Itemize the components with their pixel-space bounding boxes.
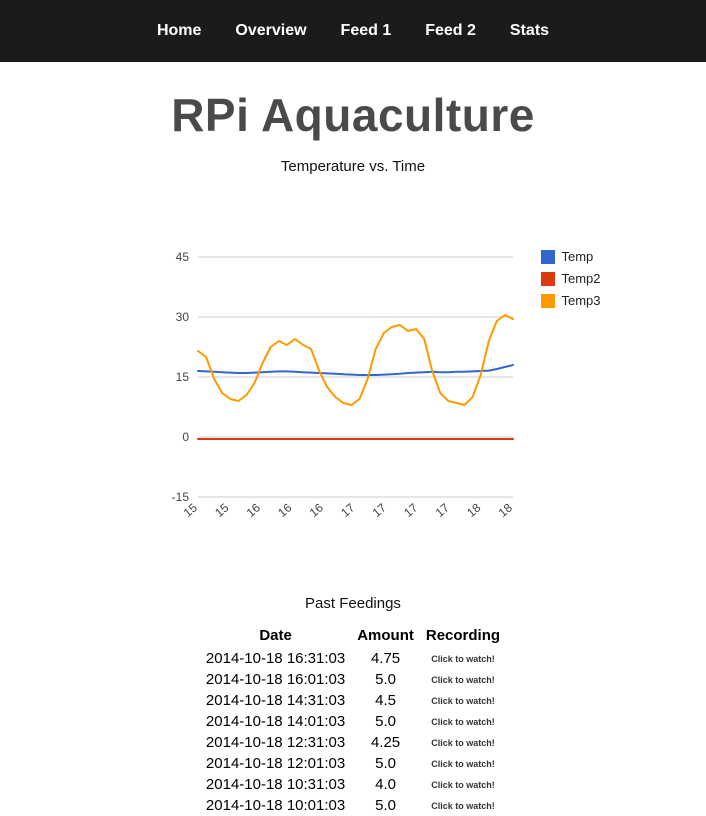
svg-text:18: 18	[465, 500, 484, 520]
feeding-recording-cell: Click to watch!	[420, 711, 506, 732]
nav-item-stats[interactable]: Stats	[509, 22, 550, 39]
svg-text:15: 15	[213, 500, 232, 520]
svg-text:45: 45	[176, 250, 190, 264]
svg-text:16: 16	[244, 500, 263, 520]
feeding-amount: 4.25	[370, 733, 401, 751]
page-title: RPi Aquaculture	[171, 89, 535, 141]
feeding-recording-cell: Click to watch!	[420, 774, 506, 795]
temperature-chart: 45 30 15 0 -15 15 15 16 16 16 17 17 17 17 18 18 Temp Te…	[0, 241, 706, 541]
legend-item-temp2: Temp2	[541, 271, 601, 286]
feeding-date: 2014-10-18 14:31:03	[205, 691, 346, 709]
feeding-recording-cell: Click to watch!	[420, 753, 506, 774]
feeding-amount: 4.5	[375, 691, 396, 709]
table-row: 2014-10-18 10:31:03 4.0 Click to watch!	[200, 774, 506, 795]
feeding-recording-cell: Click to watch!	[420, 648, 506, 669]
chart-legend: Temp Temp2 Temp3	[541, 249, 601, 315]
feedings-table-head: Date Amount Recording	[200, 624, 506, 648]
column-header-recording: Recording	[425, 627, 501, 644]
table-row: 2014-10-18 14:01:03 5.0 Click to watch!	[200, 711, 506, 732]
svg-text:17: 17	[370, 500, 389, 520]
watch-link[interactable]: Click to watch!	[431, 738, 495, 748]
feeding-amount: 5.0	[375, 796, 396, 814]
legend-item-temp: Temp	[541, 249, 600, 264]
feeding-date: 2014-10-18 16:01:03	[205, 670, 346, 688]
nav-item-overview[interactable]: Overview	[235, 22, 307, 39]
svg-text:17: 17	[402, 500, 421, 520]
nav-item-feed-1[interactable]: Feed 1	[340, 22, 392, 39]
feeding-date: 2014-10-18 12:31:03	[205, 733, 346, 751]
feeding-amount: 4.75	[370, 649, 401, 667]
feedings-table: Date Amount Recording 2014-10-18 16:31:0…	[200, 624, 506, 816]
column-header-date: Date	[259, 627, 292, 644]
table-row: 2014-10-18 14:31:03 4.5 Click to watch!	[200, 690, 506, 711]
nav-item-home[interactable]: Home	[156, 22, 202, 39]
chart-title: Temperature vs. Time	[280, 158, 426, 175]
svg-text:30: 30	[176, 310, 190, 324]
svg-text:16: 16	[276, 500, 295, 520]
legend-swatch-temp3	[541, 293, 556, 308]
feeding-date: 2014-10-18 16:31:03	[205, 649, 346, 667]
table-row: 2014-10-18 16:31:03 4.75 Click to watch!	[200, 648, 506, 669]
feeding-amount: 5.0	[375, 754, 396, 772]
feeding-amount: 5.0	[375, 670, 396, 688]
svg-text:16: 16	[307, 500, 326, 520]
feeding-date: 2014-10-18 10:01:03	[205, 796, 346, 814]
legend-swatch-temp2	[541, 271, 556, 286]
legend-label-temp: Temp	[561, 249, 594, 264]
table-header-row: Date Amount Recording	[200, 624, 506, 648]
feedings-table-body: 2014-10-18 16:31:03 4.75 Click to watch! 20…	[200, 648, 506, 816]
svg-text:18: 18	[496, 500, 515, 520]
watch-link[interactable]: Click to watch!	[431, 675, 495, 685]
feeding-date: 2014-10-18 14:01:03	[205, 712, 346, 730]
feeding-recording-cell: Click to watch!	[420, 669, 506, 690]
watch-link[interactable]: Click to watch!	[431, 759, 495, 769]
column-header-amount: Amount	[357, 627, 414, 644]
feeding-recording-cell: Click to watch!	[420, 690, 506, 711]
nav-item-feed-2[interactable]: Feed 2	[425, 22, 476, 39]
legend-swatch-temp	[541, 249, 556, 264]
watch-link[interactable]: Click to watch!	[431, 654, 495, 664]
past-feedings-title: Past Feedings	[305, 595, 401, 612]
feeding-date: 2014-10-18 10:31:03	[205, 775, 346, 793]
svg-text:17: 17	[433, 500, 452, 520]
navbar: Home Overview Feed 1 Feed 2 Stats	[0, 0, 706, 62]
table-row: 2014-10-18 16:01:03 5.0 Click to watch!	[200, 669, 506, 690]
legend-item-temp3: Temp3	[541, 293, 601, 308]
svg-text:15: 15	[176, 370, 190, 384]
watch-link[interactable]: Click to watch!	[431, 717, 495, 727]
svg-text:-15: -15	[172, 490, 190, 504]
watch-link[interactable]: Click to watch!	[431, 780, 495, 790]
table-row: 2014-10-18 12:01:03 5.0 Click to watch!	[200, 753, 506, 774]
feeding-amount: 5.0	[375, 712, 396, 730]
table-row: 2014-10-18 12:31:03 4.25 Click to watch!	[200, 732, 506, 753]
table-row: 2014-10-18 10:01:03 5.0 Click to watch!	[200, 795, 506, 816]
svg-text:17: 17	[339, 500, 358, 520]
legend-label-temp2: Temp2	[561, 271, 601, 286]
watch-link[interactable]: Click to watch!	[431, 696, 495, 706]
feeding-recording-cell: Click to watch!	[420, 795, 506, 816]
feeding-amount: 4.0	[375, 775, 396, 793]
feeding-recording-cell: Click to watch!	[420, 732, 506, 753]
watch-link[interactable]: Click to watch!	[431, 801, 495, 811]
legend-label-temp3: Temp3	[561, 293, 601, 308]
feeding-date: 2014-10-18 12:01:03	[205, 754, 346, 772]
svg-text:0: 0	[183, 430, 190, 444]
